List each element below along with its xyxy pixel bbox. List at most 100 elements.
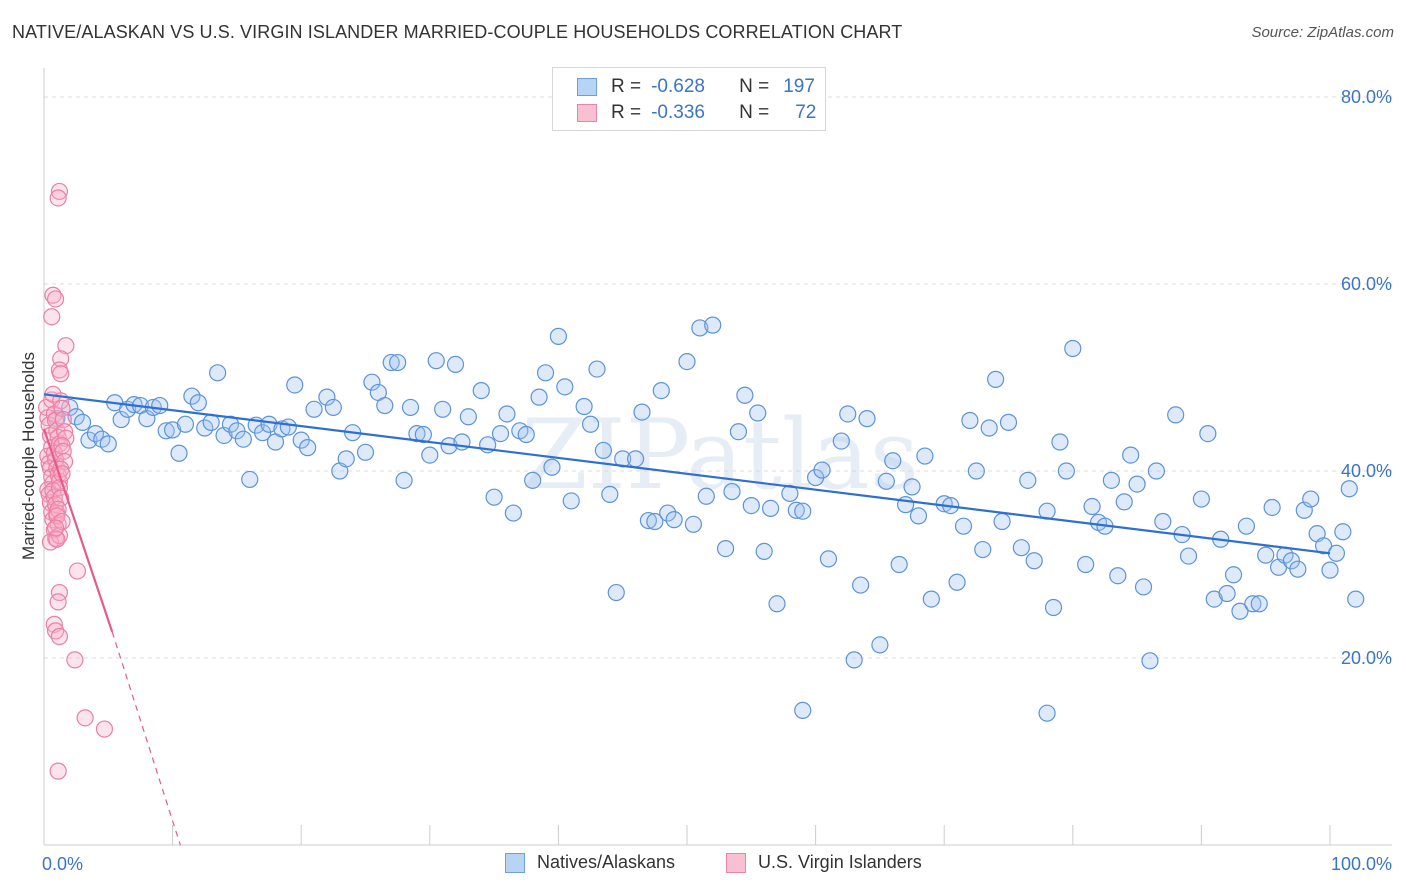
data-point-natives [1167,406,1185,424]
data-point-natives [1044,598,1063,617]
data-point-natives [575,397,593,416]
data-point-natives [1224,566,1243,584]
data-point-natives [813,461,831,479]
data-point-natives [659,504,677,522]
data-point-natives [286,376,304,394]
data-point-natives [530,388,548,406]
data-point-natives [967,462,985,480]
series-legend: Natives/Alaskans U.S. Virgin Islanders [0,852,1406,878]
legend-r-label: R = [611,76,642,97]
data-point-natives [151,396,169,415]
data-point-natives [736,386,754,404]
data-point-natives [504,504,522,522]
data-point-natives [221,415,240,433]
trend-line-natives [43,393,1331,555]
data-point-natives [742,496,760,515]
legend-item-natives: Natives/Alaskans [505,852,675,873]
data-point-natives [183,387,201,405]
data-point-natives [1025,552,1043,570]
data-point-natives [1327,544,1346,562]
data-point-natives [729,423,748,441]
data-point-natives [755,542,773,561]
data-point-natives [389,353,407,372]
data-point-natives [1179,547,1198,565]
data-point-natives [421,446,439,464]
legend-swatch-blue [577,78,597,96]
data-point-natives [716,540,735,558]
data-point-natives [556,378,574,396]
data-point-natives [446,355,465,374]
data-point-natives [749,404,767,422]
data-point-natives [491,425,510,443]
trend-line-virgin-islanders [42,428,114,633]
data-point-natives [646,512,664,531]
data-point-natives [324,398,342,417]
legend-label: Natives/Alaskans [537,852,676,872]
data-point-natives [1109,567,1127,585]
data-point-natives [1064,339,1082,358]
data-point-virgin-islanders [55,423,74,441]
data-point-natives [299,439,317,457]
data-point-natives [260,415,278,433]
legend-label: U.S. Virgin Islanders [758,852,922,872]
data-point-natives [279,418,297,436]
data-point-natives [209,364,227,382]
data-point-natives [787,501,805,519]
data-point-natives [1340,480,1358,498]
data-point-natives [1231,602,1249,620]
data-point-natives [241,470,259,489]
data-point-natives [356,443,375,461]
data-point-natives [472,381,490,400]
y-tick-label: 60.0% [1341,274,1392,294]
data-point-natives [459,408,477,426]
data-point-natives [626,450,645,468]
data-point-natives [987,370,1005,388]
data-point-natives [517,425,535,444]
data-point-virgin-islanders [66,651,84,669]
legend-row-natives: R = -0.628 N = 197 [577,75,815,99]
legend-swatch-blue [505,852,525,873]
data-point-natives [1334,523,1352,541]
chart-title: NATIVE/ALASKAN VS U.S. VIRGIN ISLANDER M… [12,22,903,42]
data-point-natives [157,422,175,440]
data-point-natives [665,511,683,529]
data-point-natives [678,353,696,371]
data-point-natives [1257,546,1275,564]
data-point-natives [382,353,400,372]
data-point-natives [980,419,998,437]
y-tick-label: 80.0% [1341,87,1392,107]
data-point-natives [1083,497,1101,516]
data-point-natives [993,512,1011,531]
data-point-natives [524,471,542,489]
data-point-natives [845,651,863,669]
data-point-natives [376,396,394,415]
data-point-natives [723,482,741,501]
data-point-natives [652,381,670,400]
data-point-natives [697,487,715,505]
data-point-natives [607,583,625,602]
legend-swatch-pink [577,104,597,122]
data-point-natives [1147,462,1165,480]
legend-n-value: 72 [795,102,817,123]
series-us-virgin-islanders [37,182,114,780]
data-point-natives [1057,462,1075,480]
data-point-virgin-islanders [57,337,75,355]
data-point-natives [485,488,503,506]
data-point-natives [633,403,651,421]
x-tick-label: 0.0% [42,854,83,874]
data-point-natives [414,425,432,444]
data-point-natives [884,452,902,470]
legend-n-label: N = [739,102,770,123]
data-point-natives [1019,471,1037,489]
data-point-natives [871,636,889,654]
data-point-natives [176,415,195,433]
data-point-virgin-islanders [52,489,70,507]
data-point-natives [704,316,722,334]
legend-r-value: -0.336 [651,102,705,123]
data-point-virgin-islanders [49,762,67,780]
data-point-natives [1154,512,1172,531]
data-point-natives [1128,475,1146,493]
legend-swatch-pink [726,852,746,873]
data-point-virgin-islanders [68,562,87,580]
